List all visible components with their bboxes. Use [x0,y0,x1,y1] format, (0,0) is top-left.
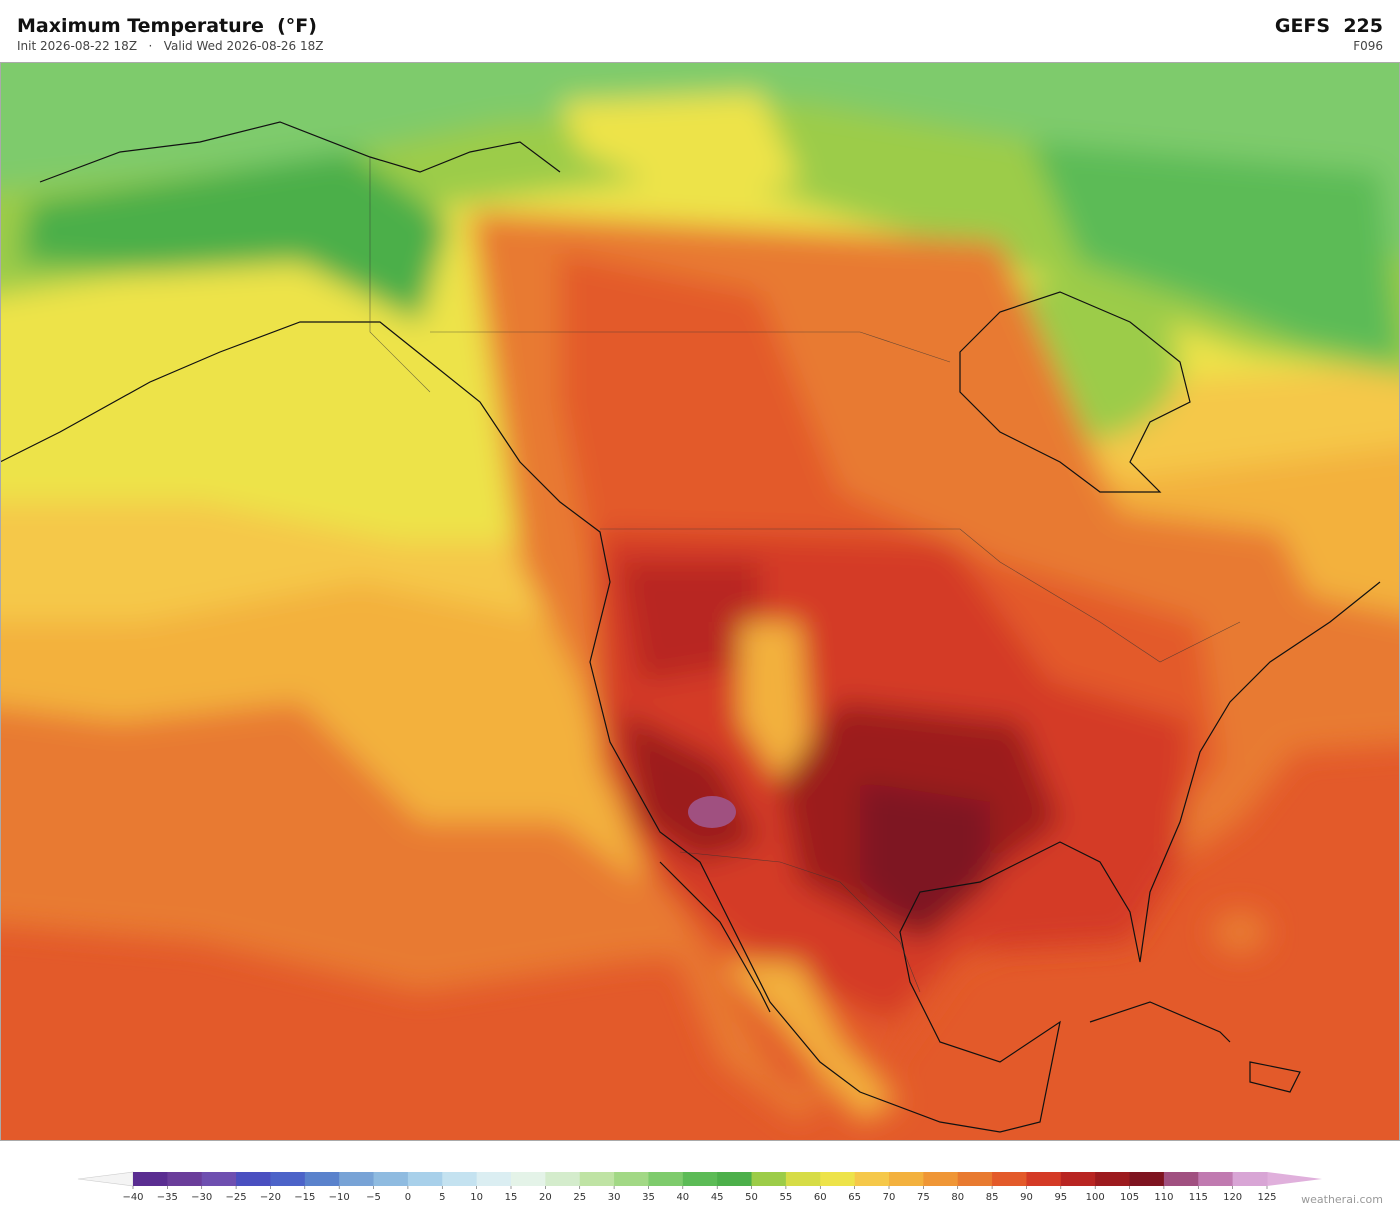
map [0,62,1400,1141]
colorbar-tick-label: −25 [226,1192,247,1203]
colorbar-tick-label: 15 [505,1192,518,1203]
colorbar-segment [957,1172,993,1186]
colorbar-segment [545,1172,581,1186]
colorbar-segment [1129,1172,1165,1186]
field-northwest [620,562,760,682]
colorbar-segment [1095,1172,1131,1186]
map-title: Maximum Temperature (°F) [17,15,317,37]
field-rockies [740,622,810,782]
colorbar-segment [614,1172,649,1186]
colorbar-tick-label: 120 [1223,1192,1242,1203]
colorbar-tick-label: 70 [883,1192,896,1203]
colorbar-segment [201,1172,237,1186]
model-name: GEFS 225 [1274,15,1383,37]
colorbar-segment [648,1172,684,1186]
colorbar-tick-label: 10 [470,1192,483,1203]
colorbar-segment [476,1172,512,1186]
colorbar-segment [820,1172,856,1186]
colorbar-segment [407,1172,443,1186]
colorbar-tick-label: 35 [642,1192,655,1203]
colorbar-segment [751,1172,787,1186]
colorbar-tick-label: 50 [745,1192,758,1203]
map-subtitle: Init 2026-08-22 18Z · Valid Wed 2026-08-… [17,39,324,53]
colorbar-tick-label: 5 [439,1192,445,1203]
colorbar-tick-label: 125 [1257,1192,1276,1203]
colorbar-tick-label: −20 [260,1192,281,1203]
colorbar-segment [133,1172,168,1186]
colorbar: −40 −35 −30 −25 −20 −15 −10 −5 0 5 10 15 20 25 30 35 40 4… [77,1171,1322,1203]
colorbar-segment [682,1172,718,1186]
colorbar-tick-label: 60 [814,1192,827,1203]
colorbar-tick-label: 90 [1020,1192,1033,1203]
colorbar-tick-label: −10 [329,1192,350,1203]
colorbar-tick-label: 95 [1054,1192,1067,1203]
colorbar-tick-label: 105 [1120,1192,1139,1203]
colorbar-segment [1026,1172,1062,1186]
watermark: weatherai.com [1301,1193,1383,1206]
colorbar-tick-label: 45 [711,1192,724,1203]
colorbar-tick-label: 65 [848,1192,861,1203]
colorbar-segment [717,1172,753,1186]
colorbar-segment [1232,1172,1268,1186]
colorbar-segment [304,1172,340,1186]
colorbar-segment [579,1172,615,1186]
colorbar-segment [236,1172,271,1186]
colorbar-segment [923,1172,959,1186]
colorbar-tick-label: 0 [405,1192,411,1203]
colorbar-tick-label: 110 [1154,1192,1173,1203]
colorbar-segment [511,1172,546,1186]
colorbar-segment [167,1172,203,1186]
field-arctic-islands [560,92,800,202]
colorbar-segment [373,1172,409,1186]
colorbar-tick-label: 80 [951,1192,964,1203]
colorbar-segment [992,1172,1027,1186]
field-hot-spot [688,796,736,828]
borders [369,157,1241,993]
colorbar-tick-label: −35 [157,1192,178,1203]
colorbar-tick-label: 115 [1189,1192,1208,1203]
colorbar-tick-label: 85 [986,1192,999,1203]
colorbar-over [1267,1172,1322,1186]
colorbar-tick-label: −5 [366,1192,381,1203]
colorbar-tick-label: −30 [191,1192,212,1203]
colorbar-tick-label: −15 [294,1192,315,1203]
colorbar-segment [889,1172,924,1186]
colorbar-tick-label: 75 [917,1192,930,1203]
colorbar-tick-label: 30 [608,1192,621,1203]
colorbar-tick-label: 55 [780,1192,793,1203]
colorbar-segment [854,1172,890,1186]
field-arctic [1030,142,1400,362]
colorbar-segment [442,1172,478,1186]
field-texas [860,782,990,942]
temperature-field [0,62,1400,1122]
colorbar-tick-label: −40 [122,1192,143,1203]
colorbar-segment [339,1172,375,1186]
colorbar-under [77,1171,134,1187]
colorbar-segment [1198,1172,1234,1186]
forecast-hour: F096 [1353,39,1383,53]
colorbar-tick-label: 100 [1086,1192,1105,1203]
colorbar-segment [1163,1172,1199,1186]
colorbar-segment [785,1172,821,1186]
colorbar-tick-label: 40 [676,1192,689,1203]
colorbar-tick-label: 25 [573,1192,586,1203]
colorbar-segment [1060,1172,1096,1186]
colorbar-segment [270,1172,306,1186]
field-alaska [20,152,450,322]
field-green [0,62,1400,256]
colorbar-tick-label: 20 [539,1192,552,1203]
field-ocean-cool [1212,910,1268,954]
